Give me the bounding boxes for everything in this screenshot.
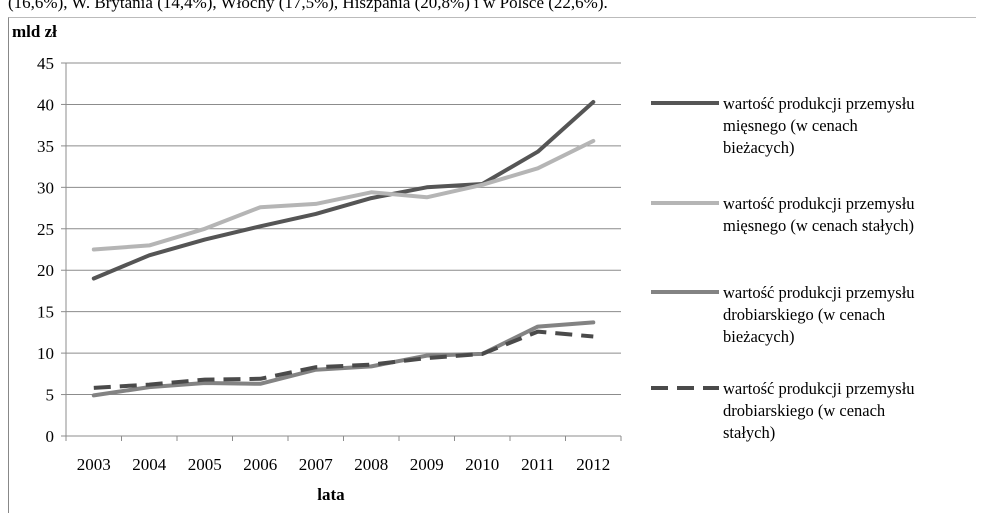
x-tick-labels: 2003 2004 2005 2006 2007 2008 2009 2010 2011 2012 xyxy=(77,455,611,474)
y-tick-label: 25 xyxy=(37,220,54,239)
axes xyxy=(65,63,622,441)
x-tick-label: 2003 xyxy=(77,455,111,474)
series-line-2 xyxy=(91,138,596,252)
legend-label-1: bieżacych) xyxy=(723,138,794,157)
y-tick-label: 20 xyxy=(37,261,54,280)
y-tick-label: 5 xyxy=(46,386,55,405)
y-axis-label: mld zł xyxy=(12,22,57,41)
y-tick-label: 10 xyxy=(37,344,54,363)
legend: wartość produkcji przemysłu mięsnego (w c… xyxy=(651,94,915,442)
legend-label-1: wartość produkcji przemysłu xyxy=(723,94,915,113)
x-tick-label: 2012 xyxy=(576,455,610,474)
caption-fragment: (16,6%), W. Brytania (14,4%), Włochy (17… xyxy=(8,0,608,12)
legend-label-4: stałych) xyxy=(723,423,775,442)
y-tick-label: 35 xyxy=(37,137,54,156)
x-axis-label: lata xyxy=(317,485,345,504)
legend-label-3: drobiarskiego (w cenach xyxy=(723,305,886,324)
series-lines xyxy=(91,100,596,398)
legend-label-3: wartość produkcji przemysłu xyxy=(723,283,915,302)
y-tick-label: 15 xyxy=(37,303,54,322)
y-tick-labels: 0 5 10 15 20 25 30 35 40 45 xyxy=(37,54,54,446)
series-line-4 xyxy=(93,329,594,390)
series-line-1 xyxy=(91,100,596,281)
x-tick-label: 2004 xyxy=(132,455,167,474)
y-tick-label: 0 xyxy=(46,427,55,446)
y-tick-label: 40 xyxy=(37,95,54,114)
x-tick-label: 2006 xyxy=(243,455,277,474)
y-tick-label: 45 xyxy=(37,54,54,73)
x-tick-label: 2010 xyxy=(465,455,499,474)
legend-label-4: wartość produkcji przemysłu xyxy=(723,379,915,398)
x-tick-label: 2011 xyxy=(521,455,554,474)
legend-label-2: mięsnego (w cenach stałych) xyxy=(723,216,914,235)
y-tick-label: 30 xyxy=(37,178,54,197)
series-line-3 xyxy=(91,320,596,398)
x-tick-label: 2008 xyxy=(354,455,388,474)
x-tick-label: 2007 xyxy=(299,455,334,474)
legend-label-2: wartość produkcji przemysłu xyxy=(723,194,915,213)
legend-label-1: mięsnego (w cenach xyxy=(723,116,858,135)
x-tick-label: 2009 xyxy=(410,455,444,474)
legend-label-3: bieżacych) xyxy=(723,327,794,346)
gridlines xyxy=(61,62,621,437)
chart-frame: mld zł 0 5 10 15 20 25 30 35 40 45 2003 2004 2005 20… xyxy=(8,17,976,513)
legend-label-4: drobiarskiego (w cenach xyxy=(723,401,886,420)
x-tick-label: 2005 xyxy=(188,455,222,474)
